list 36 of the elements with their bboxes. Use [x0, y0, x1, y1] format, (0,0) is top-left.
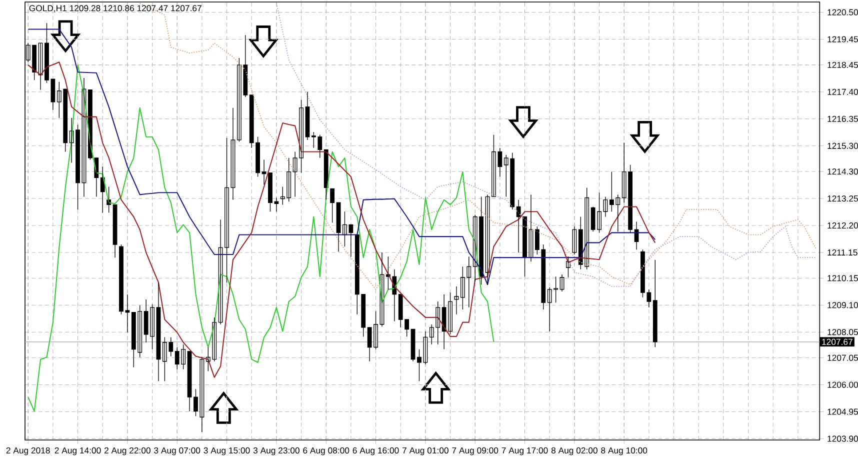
x-tick-label: 6 Aug 16:00 — [352, 447, 399, 456]
x-tick-label: 2 Aug 22:00 — [104, 447, 150, 456]
y-tick-label: 1213.25 — [828, 195, 858, 202]
y-tick-label: 1214.30 — [828, 168, 858, 175]
y-tick-label: 1203.90 — [828, 436, 858, 442]
x-tick-label: 8 Aug 02:00 — [551, 447, 598, 456]
y-tick-label: 1204.95 — [828, 408, 858, 415]
y-tick-label: 1219.45 — [828, 36, 858, 42]
candlestick — [119, 244, 124, 315]
candlestick — [652, 260, 658, 348]
x-tick-label: 2 Aug 2018 — [6, 447, 50, 456]
x-tick-label: 6 Aug 08:00 — [303, 447, 350, 456]
y-tick-label: 1215.30 — [828, 142, 858, 149]
x-tick-label: 7 Aug 09:00 — [452, 447, 498, 456]
x-tick-label: 3 Aug 23:00 — [253, 447, 300, 456]
y-tick-label: 1216.35 — [828, 116, 858, 122]
x-tick-label: 3 Aug 15:00 — [204, 447, 250, 456]
y-tick-label: 1211.15 — [828, 249, 858, 256]
x-tick-label: 7 Aug 17:00 — [502, 447, 548, 456]
y-tick-label: 1212.20 — [828, 222, 858, 229]
y-tick-label: 1218.45 — [828, 62, 858, 68]
y-tick-label: 1220.50 — [828, 9, 858, 16]
x-tick-label: 8 Aug 10:00 — [601, 447, 648, 456]
y-tick-label: 1210.15 — [828, 275, 858, 282]
x-tick-label: 7 Aug 01:00 — [402, 447, 448, 456]
y-tick-label: 1206.00 — [828, 382, 858, 388]
chart-title: GOLD,H1 1209.28 1210.86 1207.47 1207.67 — [29, 5, 202, 12]
x-tick-label: 3 Aug 07:00 — [154, 447, 200, 456]
y-tick-label: 1207.05 — [828, 354, 858, 361]
y-tick-label: 1209.10 — [828, 302, 858, 308]
candlestick — [330, 188, 335, 223]
x-tick-label: 2 Aug 14:00 — [54, 447, 101, 456]
ref-line-label: 1207.67 — [822, 338, 852, 345]
y-tick-label: 1217.40 — [828, 88, 858, 95]
line-series — [28, 64, 494, 412]
y-tick-label: 1208.05 — [828, 329, 858, 336]
